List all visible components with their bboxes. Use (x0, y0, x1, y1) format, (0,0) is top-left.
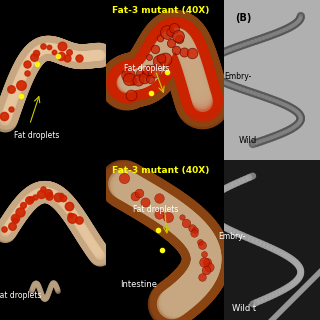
Text: Fat droplets: Fat droplets (124, 64, 170, 73)
Text: Wild: Wild (238, 136, 257, 145)
Text: Fat-3 mutant (40X): Fat-3 mutant (40X) (112, 166, 209, 175)
Text: Fat droplets: Fat droplets (0, 291, 42, 300)
Text: Intestine: Intestine (120, 280, 157, 289)
Text: Fat droplets: Fat droplets (14, 131, 60, 140)
Text: Embry-: Embry- (225, 72, 252, 81)
Text: (B): (B) (236, 13, 252, 23)
Text: Fat droplets: Fat droplets (133, 205, 178, 214)
Text: Wild t: Wild t (232, 304, 256, 313)
Text: Embry-: Embry- (218, 232, 245, 241)
Text: Fat-3 mutant (40X): Fat-3 mutant (40X) (112, 6, 209, 15)
